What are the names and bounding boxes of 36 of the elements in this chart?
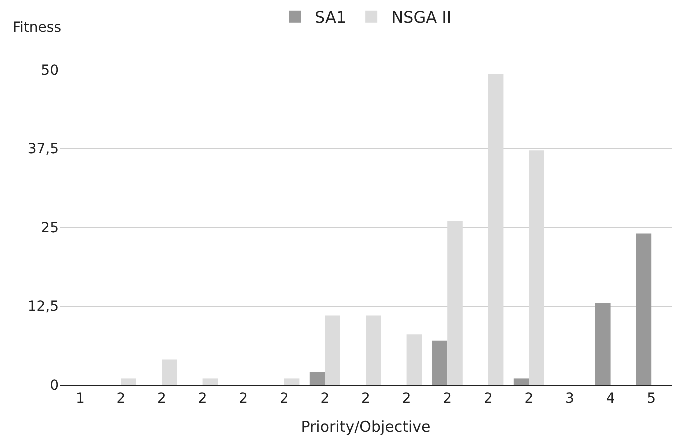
x-tick-label: 2 [320, 390, 330, 407]
bar [596, 303, 611, 385]
y-tick-label: 50 [41, 62, 59, 79]
x-tick-label: 5 [647, 390, 656, 407]
x-tick-label: 1 [76, 390, 85, 407]
x-tick-label: 2 [158, 390, 166, 407]
y-axis-title: Fitness [13, 20, 62, 36]
x-tick-label: 2 [402, 390, 412, 407]
y-tick-label: 37,5 [28, 142, 59, 158]
legend-label: SA1 [315, 8, 347, 28]
x-tick-label: 2 [198, 390, 208, 407]
x-tick-label: 2 [116, 390, 126, 407]
x-tick-label: 2 [362, 390, 370, 407]
x-tick-label: 2 [484, 390, 493, 407]
x-tick-label: 3 [566, 390, 574, 407]
x-tick-label: 2 [524, 390, 534, 407]
x-axis-title: Priority/Objective [301, 418, 431, 436]
x-tick-label: 4 [606, 390, 616, 407]
bar [202, 378, 218, 385]
bar [406, 334, 422, 385]
bar [121, 378, 136, 385]
bar [636, 234, 652, 385]
x-tick-label: 2 [239, 390, 248, 407]
bar [284, 378, 300, 385]
bar [514, 378, 530, 385]
legend-label: NSGA II [392, 8, 452, 28]
bar [432, 340, 448, 385]
x-tick-label: 2 [443, 390, 452, 407]
y-tick-label: 12,5 [28, 299, 59, 316]
bar [310, 372, 326, 385]
bar [325, 316, 340, 385]
x-tick-label: 2 [280, 390, 289, 407]
y-tick-label: 0 [50, 378, 59, 394]
y-tick-label: 25 [41, 220, 59, 236]
bar [162, 360, 178, 385]
bar [366, 316, 382, 385]
